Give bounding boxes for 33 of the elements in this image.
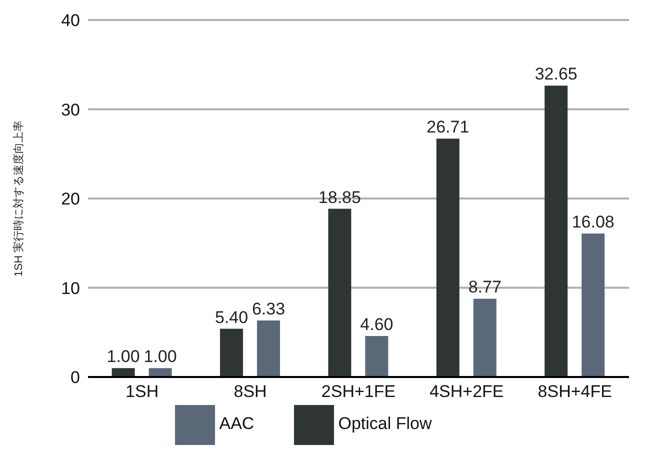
bar xyxy=(544,86,568,377)
x-tick-label: 8SH xyxy=(234,382,267,402)
y-tick-label: 30 xyxy=(61,100,80,120)
y-tick-label: 20 xyxy=(61,190,80,209)
data-label: 6.33 xyxy=(252,300,286,319)
bar xyxy=(328,208,352,377)
x-tick-label: 4SH+2FE xyxy=(430,382,504,402)
data-label: 5.40 xyxy=(214,308,248,327)
y-tick-label: 40 xyxy=(61,11,80,30)
y-tick-label: 0 xyxy=(70,368,80,388)
x-tick-label: 2SH+1FE xyxy=(321,382,396,402)
bar xyxy=(148,368,172,377)
bar xyxy=(582,233,605,377)
data-label: 18.85 xyxy=(318,188,361,207)
y-tick-label: 10 xyxy=(61,278,80,298)
y-axis-title: 1SH 実行時に対する速度向上率 xyxy=(12,120,25,277)
bar xyxy=(436,138,460,377)
bar xyxy=(112,368,135,377)
bar xyxy=(473,298,496,377)
x-tick-label: 1SH xyxy=(126,382,159,402)
legend-label: Optical Flow xyxy=(338,414,432,434)
data-label: 32.65 xyxy=(534,64,578,84)
data-label: 16.08 xyxy=(572,212,614,232)
bar xyxy=(365,336,388,377)
data-label: 4.60 xyxy=(360,314,394,334)
data-label: 26.71 xyxy=(426,118,470,137)
data-label: 1.00 xyxy=(144,347,177,366)
bar xyxy=(257,320,280,377)
data-label: 8.77 xyxy=(468,278,502,297)
x-tick-label: 8SH+4FE xyxy=(538,382,612,402)
legend-label: AAC xyxy=(219,414,254,434)
bar xyxy=(220,328,244,377)
data-label: 1.00 xyxy=(106,347,140,366)
